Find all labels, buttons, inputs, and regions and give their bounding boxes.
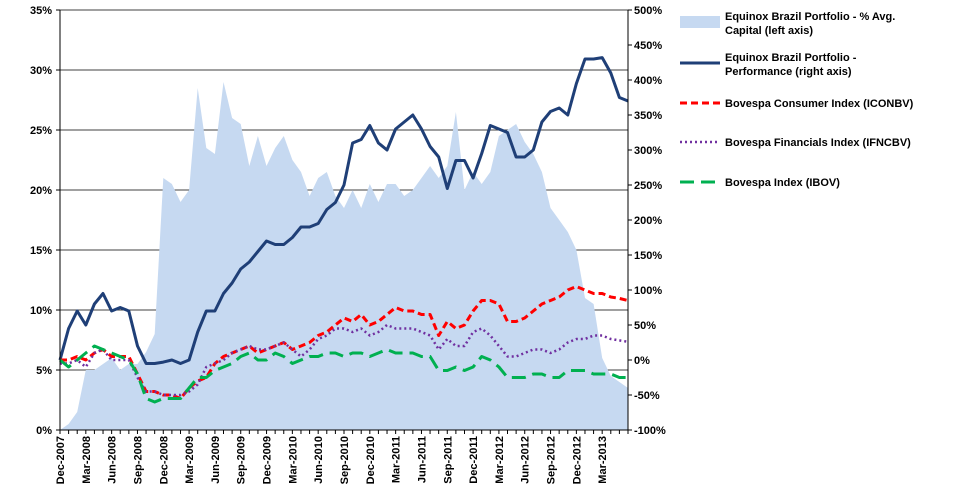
legend-item-capital: Equinox Brazil Portfolio - % Avg. Capital… — [680, 11, 895, 37]
x-tick-label: Jun-2012 — [520, 436, 532, 484]
legend-swatch — [680, 16, 720, 28]
x-tick-label: Dec-2008 — [158, 436, 170, 484]
x-tick-label: Jun-2009 — [210, 436, 222, 484]
x-tick-label: Dec-2012 — [571, 436, 583, 484]
left-tick-label: 30% — [30, 65, 52, 77]
legend-label: Bovespa Consumer Index (ICONBV) — [725, 98, 914, 110]
right-tick-label: 100% — [634, 285, 662, 297]
left-tick-label: 0% — [36, 425, 52, 437]
x-tick-label: Sep-2008 — [132, 436, 144, 484]
x-tick-label: Mar-2012 — [494, 436, 506, 484]
x-tick-label: Jun-2008 — [107, 436, 119, 484]
right-tick-label: 0% — [634, 355, 650, 367]
right-tick-label: -100% — [634, 425, 666, 437]
x-tick-label: Jun-2011 — [416, 436, 428, 483]
legend-item-iconbv: Bovespa Consumer Index (ICONBV) — [680, 98, 914, 110]
legend-label: Bovespa Financials Index (IFNCBV) — [725, 137, 911, 149]
left-tick-label: 10% — [30, 305, 52, 317]
legend-item-ifncbv: Bovespa Financials Index (IFNCBV) — [680, 137, 911, 149]
left-tick-label: 5% — [36, 365, 52, 377]
series-area-capital — [60, 82, 628, 430]
x-tick-label: Sep-2010 — [339, 436, 351, 484]
right-tick-label: 200% — [634, 215, 662, 227]
left-axis-ticks: 0% 5% 10% 15% 20% 25% 30% 35% — [30, 5, 60, 437]
left-tick-label: 20% — [30, 185, 52, 197]
right-tick-label: 350% — [634, 110, 662, 122]
capital-area-layer — [60, 82, 628, 430]
legend-label: Bovespa Index (IBOV) — [725, 177, 840, 189]
x-tick-label: Mar-2009 — [184, 436, 196, 484]
x-tick-label: Mar-2013 — [597, 436, 609, 484]
left-tick-label: 35% — [30, 5, 52, 17]
x-axis-ticks: Dec-2007 Mar-2008 Jun-2008 Sep-2008 Dec-2008… — [55, 430, 629, 484]
x-tick-label: Dec-2011 — [468, 436, 480, 484]
x-tick-label: Dec-2010 — [365, 436, 377, 484]
series-line-ifncbv — [60, 323, 629, 397]
right-tick-label: 300% — [634, 145, 662, 157]
series-line-ibov — [59, 344, 628, 404]
x-tick-label: Mar-2010 — [287, 436, 299, 484]
legend-label: Equinox Brazil Portfolio -Performance (r… — [725, 52, 857, 78]
x-tick-label: Sep-2011 — [442, 436, 454, 484]
legend-item-performance: Equinox Brazil Portfolio -Performance (r… — [680, 52, 857, 78]
right-tick-label: -50% — [634, 390, 660, 402]
left-tick-label: 25% — [30, 125, 52, 137]
x-tick-label: Dec-2009 — [262, 436, 274, 484]
right-tick-label: 150% — [634, 250, 662, 262]
x-tick-label: Mar-2008 — [81, 436, 93, 484]
x-tick-label: Jun-2010 — [313, 436, 325, 484]
legend: Equinox Brazil Portfolio - % Avg. Capital… — [680, 11, 914, 189]
left-tick-label: 15% — [30, 245, 52, 257]
x-tick-label: Sep-2009 — [236, 436, 248, 484]
performance-lines-layer — [58, 56, 629, 404]
x-tick-label: Mar-2011 — [391, 436, 403, 483]
right-tick-label: 250% — [634, 180, 662, 192]
x-tick-label: Dec-2007 — [55, 436, 67, 484]
x-tick-label: Sep-2012 — [546, 436, 558, 484]
series-line-performance — [58, 56, 629, 365]
right-axis-ticks: -100% -50% 0% 50% 100% 150% 200% 250% 300% 350% 40… — [628, 5, 666, 437]
legend-label: Equinox Brazil Portfolio - % Avg. Capital… — [725, 11, 895, 37]
right-tick-label: 400% — [634, 75, 662, 87]
right-tick-label: 50% — [634, 320, 656, 332]
right-tick-label: 500% — [634, 5, 662, 17]
legend-item-ibov: Bovespa Index (IBOV) — [680, 177, 840, 189]
right-tick-label: 450% — [634, 40, 662, 52]
